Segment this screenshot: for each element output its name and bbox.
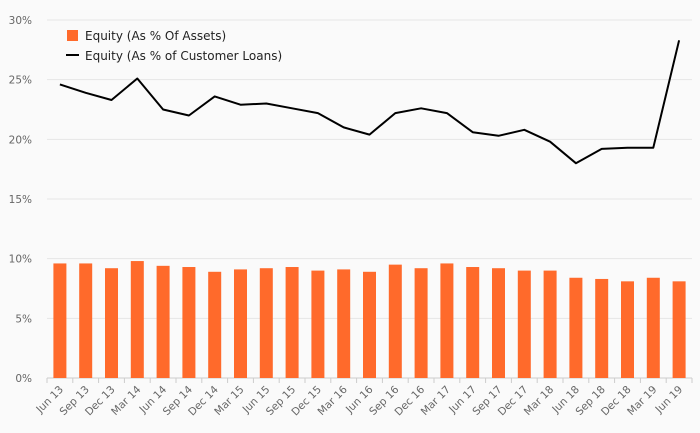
bar-dec-13: [105, 268, 118, 378]
bar-jun-13: [53, 263, 67, 378]
bar-series: [53, 261, 686, 378]
bar-dec-15: [311, 270, 325, 378]
y-tick-label: 0%: [15, 373, 32, 385]
legend-label-loans: Equity (As % of Customer Loans): [85, 49, 282, 63]
y-tick-label: 30%: [9, 15, 32, 27]
bar-mar-17: [440, 263, 454, 378]
x-tick-label: Mar 16: [316, 383, 351, 418]
y-tick-label: 25%: [9, 75, 32, 87]
line-series: [59, 40, 681, 165]
y-tick-label: 20%: [9, 134, 32, 146]
bar-mar-14: [130, 261, 144, 378]
y-tick-label: 10%: [9, 254, 32, 266]
y-axis-ticks: 0% 5% 10% 15% 20% 25% 30%: [9, 15, 32, 385]
bar-mar-15: [234, 269, 247, 378]
legend-swatch-assets: [67, 30, 78, 41]
bar-dec-18: [621, 281, 634, 378]
bar-sep-13: [79, 263, 93, 378]
bar-mar-16: [337, 269, 351, 378]
bar-sep-15: [285, 267, 299, 378]
bar-sep-18: [595, 278, 609, 378]
grid-lines: [47, 19, 692, 379]
y-tick-label: 15%: [9, 194, 32, 206]
bar-dec-14: [208, 271, 222, 378]
legend: Equity (As % Of Assets) Equity (As % of …: [66, 29, 282, 63]
x-tick-label: Jun 19: [653, 384, 686, 417]
x-tick-label: Mar 14: [109, 383, 144, 418]
bar-dec-17: [517, 270, 531, 378]
bar-jun-19: [672, 281, 686, 378]
bar-jun-14: [156, 265, 170, 378]
bar-jun-16: [363, 271, 376, 378]
y-tick-label: 5%: [15, 313, 32, 325]
bar-mar-18: [543, 270, 557, 378]
bar-mar-19: [646, 277, 660, 378]
legend-label-assets: Equity (As % Of Assets): [85, 29, 226, 43]
bar-jun-18: [569, 277, 583, 378]
bar-dec-16: [414, 268, 428, 378]
bar-sep-14: [182, 267, 196, 378]
bar-jun-17: [466, 267, 480, 378]
bar-sep-17: [492, 268, 505, 378]
bar-sep-16: [388, 264, 402, 378]
bar-jun-15: [259, 268, 273, 378]
